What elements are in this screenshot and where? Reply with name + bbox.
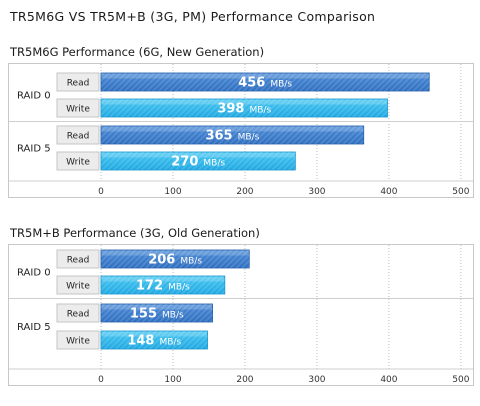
bar-stripes bbox=[101, 73, 430, 91]
bar-stripes bbox=[101, 250, 250, 268]
chart-2-title: TR5M+B Performance (3G, Old Generation) bbox=[10, 226, 260, 240]
value-label: 172 MB/s bbox=[136, 279, 190, 294]
series-label: Write bbox=[66, 105, 90, 115]
series-label-box bbox=[56, 125, 100, 145]
bar-highlight bbox=[101, 73, 429, 79]
x-tick-label: 0 bbox=[98, 375, 104, 385]
series-label-box bbox=[56, 303, 100, 323]
x-tick-label: 0 bbox=[98, 187, 104, 197]
group-label: RAID 0 bbox=[17, 91, 51, 102]
value-label: 206 MB/s bbox=[148, 253, 202, 268]
series-label: Write bbox=[66, 337, 90, 347]
group-label: RAID 5 bbox=[17, 144, 51, 155]
value-label: 270 MB/s bbox=[171, 155, 225, 170]
value-label: 456 MB/s bbox=[238, 76, 292, 91]
bar-stripes bbox=[101, 126, 364, 144]
series-label-box bbox=[56, 151, 100, 171]
x-tick-label: 500 bbox=[452, 187, 469, 197]
bar-stripes bbox=[101, 99, 388, 117]
value-label: 398 MB/s bbox=[217, 102, 271, 117]
series-label-box bbox=[56, 330, 100, 350]
chart-2-frame: 0 100 200 300 400 500 RAID 0 Read 206 MB/s Write 17… bbox=[8, 244, 474, 386]
x-tick-label: 500 bbox=[452, 375, 469, 385]
bar-highlight bbox=[101, 250, 249, 256]
bar-stripes bbox=[101, 152, 296, 170]
bar-highlight bbox=[101, 126, 364, 132]
x-tick-label: 100 bbox=[164, 187, 181, 197]
x-tick-label: 100 bbox=[164, 375, 181, 385]
bar-highlight bbox=[101, 276, 225, 282]
value-label: 148 MB/s bbox=[127, 334, 181, 349]
series-label: Read bbox=[67, 256, 90, 266]
series-label-box bbox=[56, 98, 100, 118]
bar-highlight bbox=[101, 304, 213, 310]
series-label-box bbox=[56, 249, 100, 269]
x-tick-label: 300 bbox=[308, 375, 325, 385]
series-label-box bbox=[56, 72, 100, 92]
series-label: Read bbox=[67, 310, 90, 320]
bar-stripes bbox=[101, 304, 213, 322]
chart-1-svg: 0 100 200 300 400 500 RAID 0 Read 456 MB/s Write 39… bbox=[9, 64, 473, 197]
x-tick-label: 300 bbox=[308, 187, 325, 197]
series-label: Write bbox=[66, 158, 90, 168]
value-label: 365 MB/s bbox=[205, 129, 259, 144]
x-tick-label: 400 bbox=[380, 187, 397, 197]
series-label: Write bbox=[66, 282, 90, 292]
series-label-box bbox=[56, 275, 100, 295]
series-label: Read bbox=[67, 79, 90, 89]
chart-1-title: TR5M6G Performance (6G, New Generation) bbox=[10, 45, 265, 59]
bar-stripes bbox=[101, 276, 225, 294]
x-tick-label: 200 bbox=[236, 375, 253, 385]
x-tick-label: 200 bbox=[236, 187, 253, 197]
chart-1-frame: 0 100 200 300 400 500 RAID 0 Read 456 MB/s Write 39… bbox=[8, 63, 474, 198]
group-label: RAID 5 bbox=[17, 322, 51, 333]
page-title: TR5M6G VS TR5M+B (3G, PM) Performance Co… bbox=[10, 9, 376, 24]
chart-2-svg: 0 100 200 300 400 500 RAID 0 Read 206 MB/s Write 17… bbox=[9, 245, 473, 385]
x-tick-label: 400 bbox=[380, 375, 397, 385]
value-label: 155 MB/s bbox=[130, 307, 184, 322]
group-label: RAID 0 bbox=[17, 268, 51, 279]
bar-highlight bbox=[101, 99, 387, 105]
bar-highlight bbox=[101, 152, 295, 158]
series-label: Read bbox=[67, 132, 90, 142]
bar-highlight bbox=[101, 331, 208, 337]
bar-stripes bbox=[101, 331, 208, 349]
